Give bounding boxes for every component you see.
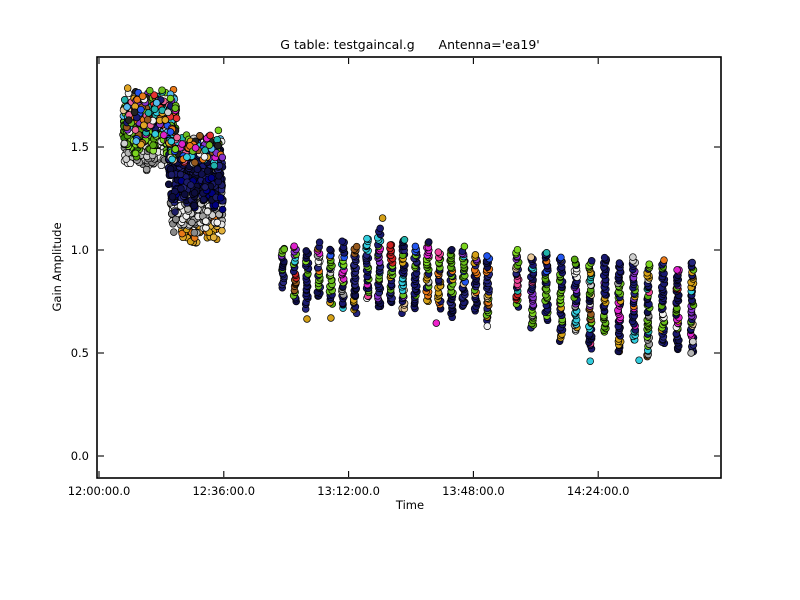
outlier-point xyxy=(303,315,311,323)
scan-column xyxy=(541,249,552,325)
scan-column xyxy=(628,253,640,344)
scan-column xyxy=(434,248,445,313)
scan-column xyxy=(672,266,683,354)
scan-column xyxy=(410,242,421,313)
scan-block-scan2-top xyxy=(165,126,227,170)
outlier-point xyxy=(635,356,643,364)
scan-column xyxy=(338,237,349,312)
scan-column xyxy=(657,256,669,348)
x-tick-label: 14:24:00.0 xyxy=(567,484,630,498)
scan-column xyxy=(349,242,361,318)
scan-column xyxy=(527,253,538,332)
scan-column xyxy=(373,224,385,311)
scan-column xyxy=(289,242,300,306)
outlier-point xyxy=(378,214,387,222)
x-tick-label: 13:12:00.0 xyxy=(317,484,380,498)
outlier-point xyxy=(432,319,441,327)
outlier-point xyxy=(689,337,697,346)
y-tick-label: 0.0 xyxy=(71,449,89,463)
scan-column xyxy=(362,234,373,302)
plot-title: G table: testgaincal.g Antenna='ea19' xyxy=(280,37,540,52)
scan-column xyxy=(686,258,698,356)
scan-column xyxy=(422,238,433,306)
x-tick-label: 13:48:00.0 xyxy=(442,484,505,498)
scan-column xyxy=(398,236,409,317)
scan-column xyxy=(643,260,654,361)
scan-column xyxy=(325,245,337,308)
scan-column xyxy=(458,242,469,310)
scan-column xyxy=(277,244,288,292)
y-tick-label: 0.5 xyxy=(71,346,89,360)
y-tick-label: 1.0 xyxy=(71,243,89,257)
outlier-point xyxy=(586,357,594,365)
scan-column xyxy=(470,251,482,315)
scan-column xyxy=(614,259,625,356)
scan-block-scan1-top xyxy=(119,84,181,134)
outlier-point xyxy=(687,349,695,357)
y-tick-label: 1.5 xyxy=(71,140,89,154)
scan-column xyxy=(570,255,581,335)
x-axis-label: Time xyxy=(395,498,425,512)
scan-column xyxy=(555,253,567,345)
scan-column xyxy=(313,238,325,300)
scan-column xyxy=(386,241,397,307)
scan-column xyxy=(599,253,610,336)
scan-column xyxy=(482,252,494,325)
outlier-point xyxy=(327,314,335,322)
scan-column xyxy=(585,257,596,353)
x-tick-label: 12:36:00.0 xyxy=(192,484,255,498)
outlier-point xyxy=(483,322,492,330)
scan-column xyxy=(301,247,313,313)
scan-column xyxy=(446,246,457,322)
x-tick-label: 12:00:00.0 xyxy=(68,484,131,498)
plot-frame xyxy=(96,56,722,479)
y-axis-label: Gain Amplitude xyxy=(50,222,64,312)
scan-column xyxy=(512,245,523,311)
